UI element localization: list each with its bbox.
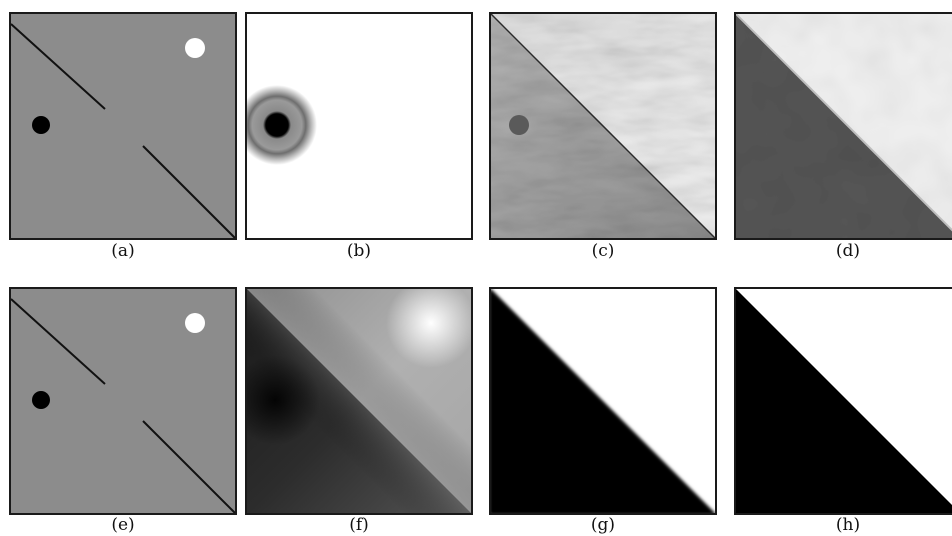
caption-h: (h)	[835, 515, 861, 535]
panel-c-image	[489, 12, 717, 240]
panel-d-image	[734, 12, 952, 240]
panel-f-image	[245, 287, 473, 515]
caption-e: (e)	[111, 515, 135, 535]
panel-e-image	[9, 287, 237, 515]
caption-b: (b)	[346, 241, 372, 261]
caption-f: (f)	[349, 515, 369, 535]
panel-h-image	[734, 287, 952, 515]
caption-c: (c)	[591, 241, 615, 261]
panel-a-image	[9, 12, 237, 240]
caption-a: (a)	[111, 241, 135, 261]
caption-d: (d)	[835, 241, 861, 261]
panel-b-image	[245, 12, 473, 240]
panel-g-image	[489, 287, 717, 515]
caption-g: (g)	[590, 515, 616, 535]
